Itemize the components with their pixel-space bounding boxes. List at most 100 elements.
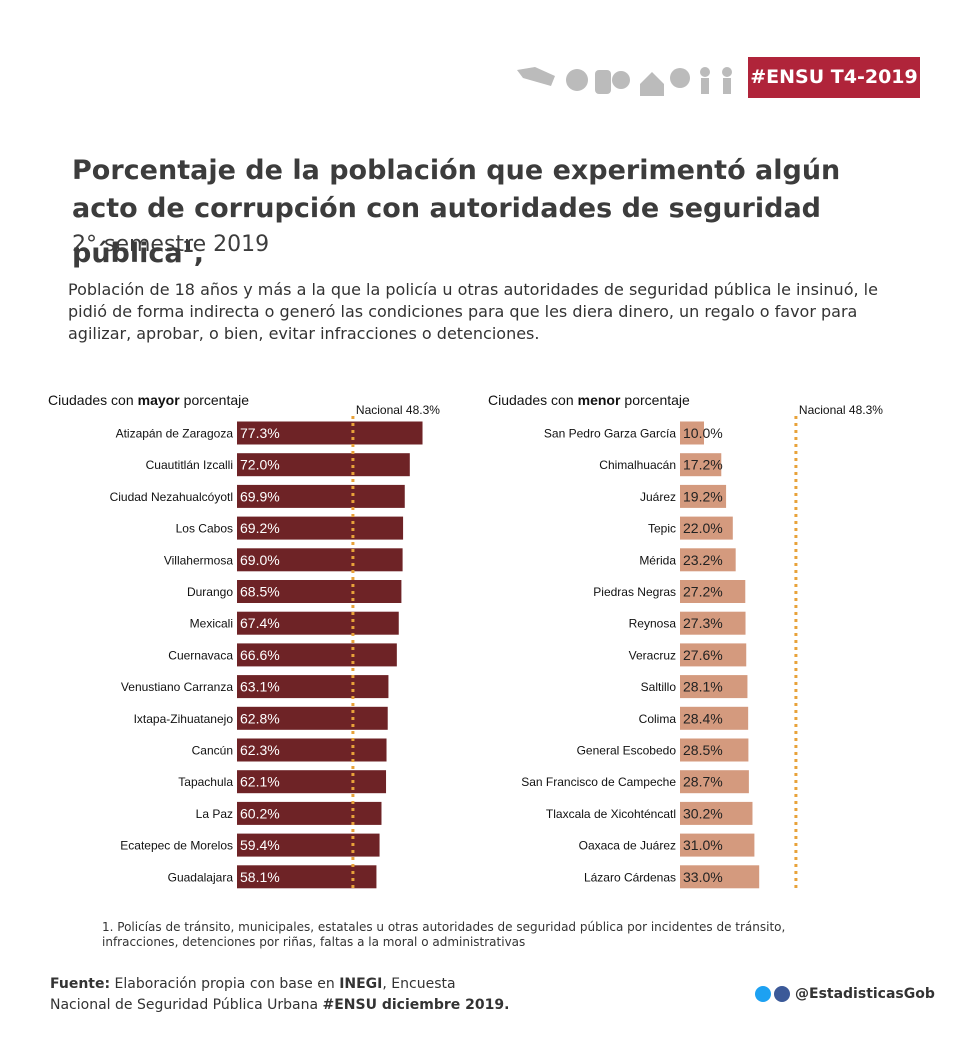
bar <box>237 421 423 445</box>
value-label: 60.2% <box>240 805 280 821</box>
title-mark: 1 <box>182 237 194 256</box>
value-label: 69.9% <box>240 488 280 504</box>
value-label: 62.3% <box>240 742 280 758</box>
value-label: 19.2% <box>683 488 723 504</box>
bar <box>237 548 403 572</box>
value-label: 33.0% <box>683 869 723 885</box>
chart-title: Ciudades con menor porcentaje <box>488 392 690 408</box>
value-label: 77.3% <box>240 425 280 441</box>
category-label: Lázaro Cárdenas <box>584 870 676 884</box>
value-label: 28.1% <box>683 679 723 695</box>
value-label: 31.0% <box>683 837 723 853</box>
category-label: Tlaxcala de Xicohténcatl <box>546 807 676 821</box>
category-label: Colima <box>639 712 677 726</box>
bar <box>680 580 746 603</box>
value-label: 69.0% <box>240 552 280 568</box>
bar <box>680 611 746 635</box>
value-label: 28.5% <box>683 742 723 758</box>
category-label: Veracruz <box>629 648 676 662</box>
bar <box>680 516 733 540</box>
chart-title-suffix: porcentaje <box>184 392 250 408</box>
source-survey: #ENSU diciembre 2019. <box>322 997 510 1013</box>
bar <box>237 706 388 730</box>
value-label: 58.1% <box>240 869 280 885</box>
category-label: Reynosa <box>629 617 677 631</box>
chart-title-emphasis: menor <box>578 392 621 408</box>
bar <box>237 801 382 825</box>
chart-title: Ciudades con mayor porcentaje <box>48 392 249 408</box>
title-text: Porcentaje de la población que experimen… <box>72 155 841 269</box>
bar <box>680 833 755 857</box>
footnote-mark: 1. <box>102 920 114 934</box>
category-label: Chimalhuacán <box>599 458 676 472</box>
source-org: INEGI <box>339 976 383 992</box>
value-label: 69.2% <box>240 520 280 536</box>
value-label: 72.0% <box>240 457 280 473</box>
bar <box>680 865 760 889</box>
category-label: Mexicali <box>190 617 233 631</box>
category-label: Ciudad Nezahualcóyotl <box>110 490 233 504</box>
bar <box>680 453 722 477</box>
category-label: Villahermosa <box>164 553 233 567</box>
value-label: 27.3% <box>683 615 723 631</box>
value-label: 68.5% <box>240 584 280 600</box>
social-icons <box>755 986 790 1002</box>
bar <box>680 675 748 699</box>
category-label: Los Cabos <box>176 522 233 536</box>
description: Población de 18 años y más a la que la p… <box>68 280 878 343</box>
bar <box>237 580 402 603</box>
chart-title-prefix: Ciudades con <box>48 392 134 408</box>
value-label: 23.2% <box>683 552 723 568</box>
bar <box>680 548 736 572</box>
value-label: 67.4% <box>240 615 280 631</box>
footnote-text: Policías de tránsito, municipales, estat… <box>102 920 786 949</box>
source-text: , Encuesta Nacional de Seguridad Pública… <box>50 976 456 1013</box>
bar <box>680 643 747 667</box>
category-label: Mérida <box>639 553 676 567</box>
category-label: San Francisco de Campeche <box>521 775 676 789</box>
category-label: Ecatepec de Morelos <box>120 839 233 853</box>
bar <box>237 833 380 857</box>
category-label: Juárez <box>640 490 676 504</box>
value-label: 59.4% <box>240 837 280 853</box>
value-label: 27.2% <box>683 584 723 600</box>
chart-title-suffix: porcentaje <box>624 392 690 408</box>
bar <box>237 611 399 635</box>
bar <box>680 738 749 762</box>
reference-label: Nacional 48.3% <box>356 403 440 417</box>
category-label: La Paz <box>196 807 233 821</box>
subtitle: 2° semestre 2019 <box>72 232 270 257</box>
category-label: Ixtapa-Zihuatanejo <box>134 712 234 726</box>
bar <box>237 865 377 889</box>
category-label: Oaxaca de Juárez <box>579 839 676 853</box>
bar <box>237 516 404 540</box>
value-label: 22.0% <box>683 520 723 536</box>
title-end: , <box>193 238 205 269</box>
value-label: 10.0% <box>683 425 723 441</box>
value-label: 27.6% <box>683 647 723 663</box>
chart-title-emphasis: mayor <box>138 392 181 408</box>
value-label: 28.7% <box>683 774 723 790</box>
bar <box>237 770 387 794</box>
value-label: 28.4% <box>683 710 723 726</box>
category-label: Tepic <box>648 522 676 536</box>
value-label: 17.2% <box>683 457 723 473</box>
bar <box>237 738 387 762</box>
bar <box>237 643 397 667</box>
category-label: Cuernavaca <box>168 648 233 662</box>
source-text: Elaboración propia con base en <box>114 976 335 992</box>
category-label: San Pedro Garza García <box>544 427 676 441</box>
category-label: Piedras Negras <box>593 585 676 599</box>
bar <box>680 801 753 825</box>
chart-title-prefix: Ciudades con <box>488 392 574 408</box>
value-label: 62.1% <box>240 774 280 790</box>
source-label: Fuente: <box>50 976 111 992</box>
title: Porcentaje de la población que experimen… <box>72 152 912 273</box>
bar <box>237 675 389 699</box>
bar <box>237 453 410 477</box>
footnote: 1. Policías de tránsito, municipales, es… <box>102 920 842 950</box>
category-label: Atizapán de Zaragoza <box>116 427 234 441</box>
category-label: Durango <box>187 585 233 599</box>
